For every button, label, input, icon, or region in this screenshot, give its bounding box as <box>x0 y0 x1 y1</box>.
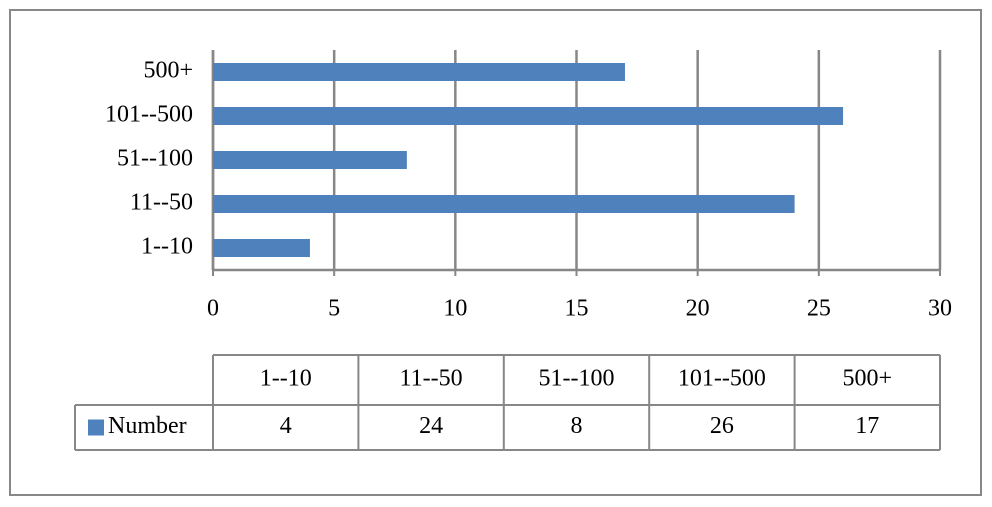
table-header: 1--10 <box>260 366 312 392</box>
bar <box>213 63 625 81</box>
x-tick-label: 25 <box>807 296 831 322</box>
table-header: 500+ <box>843 366 893 392</box>
x-tick-label: 30 <box>928 296 952 322</box>
legend-swatch <box>88 419 104 436</box>
y-tick-label: 101--500 <box>105 102 193 128</box>
bar <box>213 195 795 213</box>
x-tick-label: 15 <box>565 296 589 322</box>
table-value: 24 <box>419 413 443 439</box>
bar <box>213 151 407 169</box>
x-tick-label: 0 <box>207 296 219 322</box>
table-value: 8 <box>571 413 583 439</box>
bar <box>213 107 844 125</box>
table-header: 101--500 <box>678 366 766 392</box>
legend-label: Number <box>108 413 187 439</box>
table-header: 51--100 <box>539 366 615 392</box>
x-tick-label: 10 <box>443 296 467 322</box>
y-tick-label: 500+ <box>143 58 193 84</box>
y-tick-label: 51--100 <box>117 146 193 172</box>
x-tick-label: 20 <box>686 296 710 322</box>
table-value: 26 <box>710 413 734 439</box>
x-tick-label: 5 <box>328 296 340 322</box>
bar <box>213 239 310 257</box>
table-value: 17 <box>855 413 879 439</box>
table-value: 4 <box>280 413 292 439</box>
y-tick-label: 11--50 <box>130 190 193 216</box>
table-header: 11--50 <box>400 366 463 392</box>
y-tick-label: 1--10 <box>141 234 193 260</box>
